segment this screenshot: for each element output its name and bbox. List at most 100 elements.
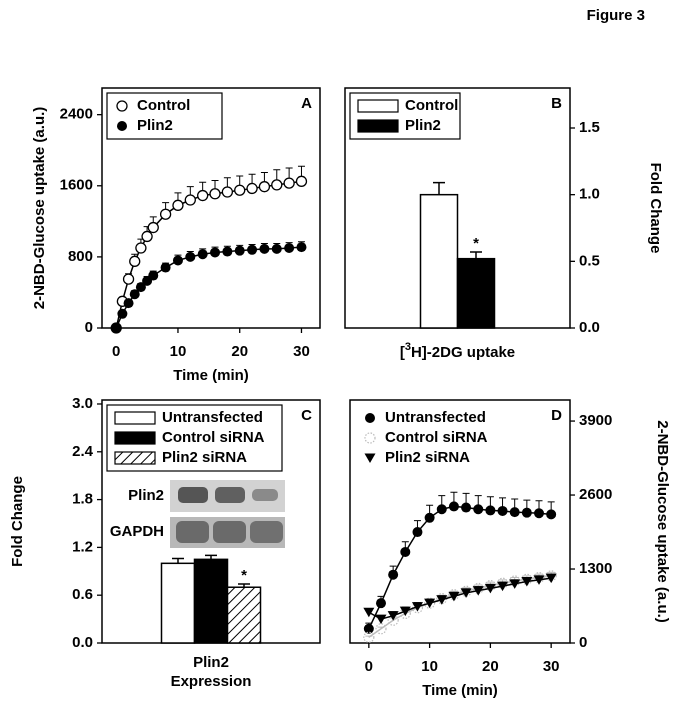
y-tick-label: 1.8 bbox=[72, 491, 93, 508]
marker bbox=[209, 188, 221, 200]
y-tick-label: 2400 bbox=[60, 106, 93, 123]
x-axis-label-part: 3 bbox=[405, 341, 411, 353]
panel-label: D bbox=[551, 407, 562, 424]
y-tick-label: 1.0 bbox=[579, 186, 600, 203]
legend-marker bbox=[116, 100, 128, 112]
legend-label: Untransfected bbox=[385, 409, 486, 426]
bar bbox=[419, 193, 459, 329]
blot-band bbox=[215, 487, 245, 503]
marker bbox=[160, 262, 171, 273]
x-tick-label: 10 bbox=[170, 343, 187, 360]
marker bbox=[141, 230, 153, 243]
marker bbox=[546, 509, 557, 520]
x-axis-label: Expression bbox=[171, 673, 252, 690]
marker bbox=[271, 179, 283, 191]
legend-label: Untransfected bbox=[162, 409, 263, 426]
marker bbox=[484, 583, 496, 594]
blot-band bbox=[176, 521, 209, 543]
marker bbox=[436, 595, 448, 605]
y-tick-label: 0.5 bbox=[579, 252, 600, 269]
x-tick-label: 20 bbox=[231, 343, 248, 360]
marker bbox=[387, 611, 399, 621]
marker bbox=[197, 189, 209, 202]
marker bbox=[424, 597, 436, 609]
marker bbox=[460, 588, 472, 598]
marker bbox=[363, 607, 375, 618]
legend-swatch bbox=[357, 99, 399, 113]
bar bbox=[193, 558, 229, 644]
error-bar bbox=[470, 251, 482, 259]
significance-mark: * bbox=[473, 235, 479, 252]
error-bar bbox=[172, 557, 184, 564]
marker bbox=[129, 255, 141, 267]
x-tick-label: 10 bbox=[421, 658, 438, 675]
marker bbox=[412, 527, 423, 538]
marker bbox=[436, 504, 447, 515]
x-tick-label: 30 bbox=[293, 343, 310, 360]
marker bbox=[485, 505, 496, 516]
legend-label: Control siRNA bbox=[162, 429, 265, 446]
y-axis-label: 2-NBD-Glucose uptake (a.u.) bbox=[31, 107, 48, 310]
marker bbox=[284, 243, 295, 253]
y-tick-label: 1.5 bbox=[579, 119, 600, 136]
error-bar bbox=[238, 583, 250, 588]
marker bbox=[234, 184, 246, 196]
marker bbox=[509, 507, 520, 518]
marker bbox=[147, 221, 159, 234]
plot-frame bbox=[349, 399, 571, 644]
y-tick-label: 0 bbox=[579, 634, 587, 651]
marker bbox=[375, 623, 387, 635]
series-line bbox=[368, 577, 552, 620]
x-tick-label: 30 bbox=[543, 658, 560, 675]
marker bbox=[172, 255, 183, 266]
x-axis-label: Time (min) bbox=[173, 367, 249, 384]
marker bbox=[135, 282, 146, 293]
blot-band bbox=[250, 521, 283, 543]
marker bbox=[460, 585, 472, 597]
blot-band bbox=[213, 521, 246, 543]
marker bbox=[521, 573, 533, 585]
marker bbox=[363, 623, 374, 634]
error-bar bbox=[205, 554, 217, 560]
marker bbox=[521, 577, 533, 587]
marker bbox=[387, 614, 399, 626]
marker bbox=[375, 598, 386, 609]
figure-title: Figure 3 bbox=[587, 7, 645, 24]
legend-marker bbox=[364, 453, 376, 463]
marker bbox=[135, 242, 147, 254]
x-tick-label: 0 bbox=[112, 343, 120, 360]
marker bbox=[184, 194, 196, 206]
bar bbox=[160, 562, 196, 644]
marker bbox=[399, 606, 411, 617]
legend-label: Plin2 siRNA bbox=[162, 449, 247, 466]
y-tick-label: 3900 bbox=[579, 412, 612, 429]
marker bbox=[497, 581, 509, 592]
panel-label: C bbox=[301, 407, 312, 424]
marker bbox=[283, 177, 295, 189]
marker bbox=[472, 582, 484, 594]
y-tick-label: 0.6 bbox=[72, 586, 93, 603]
marker bbox=[509, 579, 521, 589]
y-tick-label: 1600 bbox=[60, 177, 93, 194]
marker bbox=[129, 289, 140, 300]
marker bbox=[117, 308, 128, 319]
panel-label: A bbox=[301, 95, 312, 112]
series-line bbox=[368, 505, 552, 630]
series-line bbox=[115, 180, 302, 329]
marker bbox=[363, 631, 375, 643]
marker bbox=[545, 573, 557, 584]
x-axis-label-part: [ bbox=[400, 344, 405, 361]
marker bbox=[509, 575, 521, 587]
blot-label: Plin2 bbox=[128, 487, 164, 504]
blot-label: GAPDH bbox=[110, 523, 164, 540]
legend-label: Control siRNA bbox=[385, 429, 488, 446]
marker bbox=[111, 323, 122, 333]
marker bbox=[222, 246, 233, 257]
marker bbox=[448, 591, 460, 602]
marker bbox=[221, 186, 234, 198]
series-line bbox=[368, 575, 552, 638]
marker bbox=[197, 249, 208, 260]
legend-marker bbox=[117, 121, 127, 131]
blot-band bbox=[178, 487, 208, 503]
